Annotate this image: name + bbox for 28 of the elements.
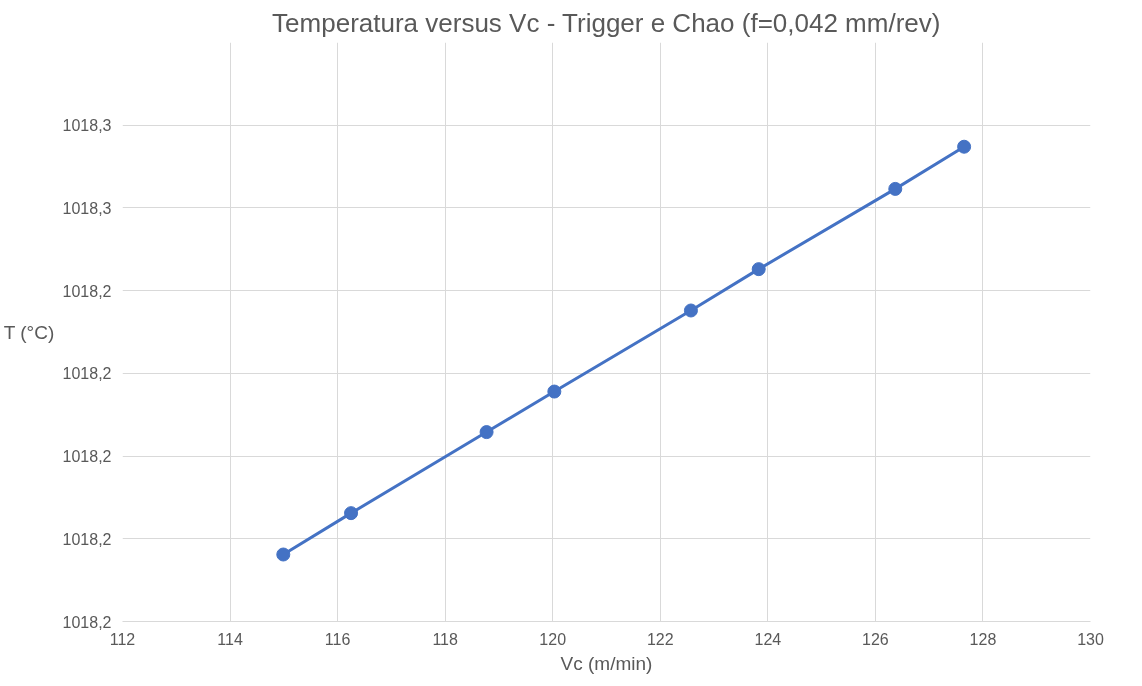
y-tick-label: 1018,2 (62, 613, 112, 631)
point (479, 425, 494, 440)
point (957, 139, 972, 154)
x-tick-label: 112 (109, 630, 136, 648)
point (276, 547, 291, 562)
x-tick-label: 114 (217, 630, 243, 648)
point (751, 262, 766, 277)
y-tick-label: 1018,3 (62, 117, 112, 135)
y-tick-label: 1018,2 (62, 530, 112, 548)
y-tick-label: 1018,2 (62, 282, 112, 300)
y-axis-title: T (°C) (3, 321, 55, 343)
x-tick-label: 124 (754, 630, 782, 648)
x-axis-title: Vc (m/min) (560, 652, 653, 674)
x-tick-label: 116 (324, 630, 351, 648)
y-tick-label: 1018,3 (62, 199, 112, 217)
x-tick-label: 130 (1077, 630, 1104, 648)
point (683, 303, 698, 318)
y-tick-label: 1018,2 (62, 365, 112, 383)
point (344, 506, 359, 521)
x-tick-label: 120 (539, 630, 567, 648)
y-tick-label: 1018,2 (62, 448, 112, 466)
x-tick-label: 128 (969, 630, 997, 648)
chart-title: Temperatura versus Vc - Trigger e Chao (f=0,042 mm/rev) (272, 7, 941, 38)
point (888, 181, 903, 196)
x-tick-label: 122 (646, 630, 674, 648)
x-tick-label: 126 (862, 630, 889, 648)
point (547, 384, 562, 399)
x-tick-label: 118 (432, 630, 459, 648)
